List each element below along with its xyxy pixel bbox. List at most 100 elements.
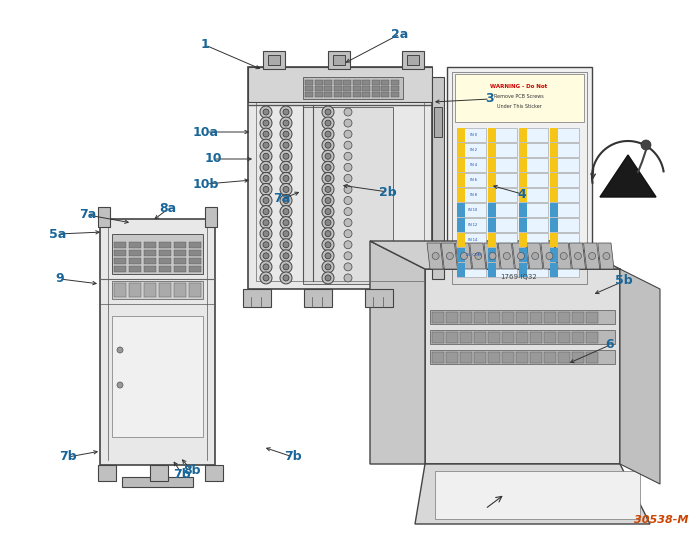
Bar [391, 80, 398, 85]
Bar [550, 203, 579, 217]
Circle shape [260, 106, 272, 118]
Bar [519, 143, 527, 157]
Circle shape [344, 163, 352, 171]
Bar [488, 173, 517, 187]
Bar [114, 266, 126, 272]
Circle shape [260, 250, 272, 262]
Bar [455, 74, 584, 122]
Circle shape [263, 198, 269, 204]
Text: IN 6: IN 6 [470, 178, 477, 182]
Polygon shape [447, 67, 592, 289]
Bar [144, 250, 156, 256]
Bar [333, 92, 342, 97]
Circle shape [344, 230, 352, 238]
Bar [112, 316, 203, 437]
Bar [519, 263, 527, 277]
Bar [159, 283, 171, 297]
Polygon shape [425, 269, 620, 464]
Bar [144, 283, 156, 297]
Circle shape [344, 175, 352, 183]
Circle shape [344, 274, 352, 282]
Bar [430, 330, 615, 344]
Circle shape [283, 120, 289, 126]
Circle shape [322, 172, 334, 184]
Bar [144, 266, 156, 272]
Circle shape [260, 172, 272, 184]
Text: 3: 3 [486, 92, 494, 105]
Circle shape [322, 128, 334, 140]
Bar [460, 352, 472, 363]
Circle shape [517, 252, 524, 259]
Text: IN 14: IN 14 [468, 238, 477, 242]
Bar [174, 258, 186, 264]
Bar [122, 477, 193, 487]
Circle shape [263, 176, 269, 182]
Bar [457, 263, 486, 277]
Text: 30538-M: 30538-M [634, 515, 688, 525]
Polygon shape [427, 243, 443, 269]
Circle shape [263, 208, 269, 215]
Circle shape [280, 106, 292, 118]
Circle shape [280, 161, 292, 173]
Circle shape [344, 153, 352, 160]
Bar [550, 203, 558, 217]
Text: 7a: 7a [274, 192, 290, 206]
Circle shape [447, 252, 454, 259]
Bar [353, 86, 360, 91]
Bar [457, 143, 486, 157]
Bar [372, 86, 379, 91]
Polygon shape [370, 241, 620, 269]
Circle shape [280, 228, 292, 240]
Bar [457, 218, 486, 232]
Circle shape [603, 252, 610, 259]
Bar [502, 352, 514, 363]
Bar [530, 332, 542, 343]
Bar [488, 158, 496, 172]
Bar [550, 158, 579, 172]
Circle shape [283, 198, 289, 204]
Circle shape [344, 241, 352, 249]
Bar [129, 258, 141, 264]
Polygon shape [555, 243, 571, 269]
Circle shape [322, 228, 334, 240]
Circle shape [532, 252, 539, 259]
Circle shape [325, 253, 331, 259]
Bar [488, 218, 517, 232]
Circle shape [475, 252, 482, 259]
Bar [353, 80, 360, 85]
Bar [391, 86, 398, 91]
Bar [519, 248, 527, 262]
Bar [114, 250, 126, 256]
Bar [519, 233, 548, 247]
Circle shape [280, 150, 292, 162]
Circle shape [546, 252, 553, 259]
Circle shape [260, 161, 272, 173]
Circle shape [283, 164, 289, 170]
Bar [488, 128, 496, 142]
Text: IN 0: IN 0 [470, 133, 477, 137]
Bar [129, 283, 141, 297]
Circle shape [260, 261, 272, 273]
Circle shape [322, 106, 334, 118]
Circle shape [344, 185, 352, 193]
Circle shape [322, 261, 334, 273]
Bar [516, 312, 528, 323]
Bar [550, 143, 558, 157]
Circle shape [280, 250, 292, 262]
Circle shape [325, 242, 331, 248]
Circle shape [344, 130, 352, 138]
Circle shape [322, 139, 334, 151]
Bar [381, 92, 389, 97]
Circle shape [263, 253, 269, 259]
Bar [457, 248, 465, 262]
Bar [452, 72, 587, 284]
Bar [516, 332, 528, 343]
Circle shape [325, 164, 331, 170]
Text: 8a: 8a [160, 202, 176, 215]
Circle shape [283, 208, 289, 215]
Bar [150, 465, 168, 481]
Text: 5b: 5b [615, 274, 633, 287]
Bar [372, 80, 379, 85]
Circle shape [325, 208, 331, 215]
Bar [303, 77, 403, 99]
